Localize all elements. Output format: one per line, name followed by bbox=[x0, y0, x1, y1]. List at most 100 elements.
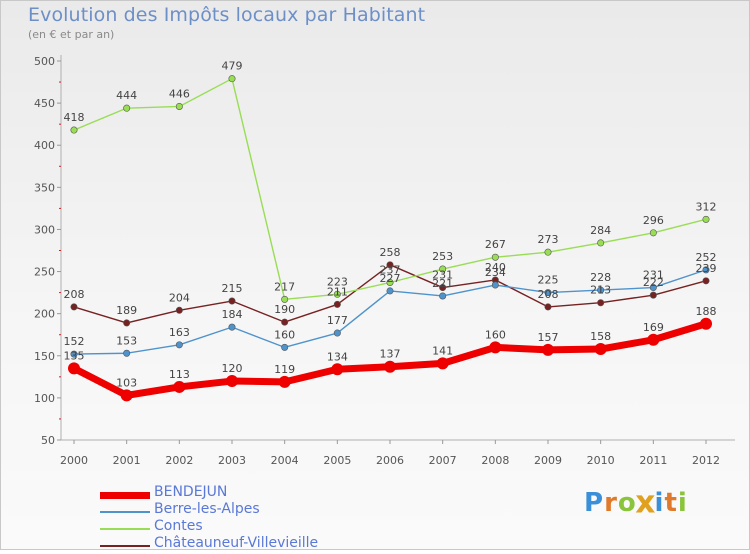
data-label: 296 bbox=[643, 214, 664, 227]
y-tick-label: 300 bbox=[34, 223, 55, 236]
data-point bbox=[597, 286, 605, 294]
x-tick-label: 2011 bbox=[639, 454, 667, 467]
logo-letter: P bbox=[584, 488, 605, 518]
data-label: 444 bbox=[116, 89, 137, 102]
x-tick-label: 2012 bbox=[692, 454, 720, 467]
data-label: 119 bbox=[274, 363, 295, 376]
data-label: 273 bbox=[538, 233, 559, 246]
logo-letter: x bbox=[634, 485, 657, 521]
data-label: 137 bbox=[380, 348, 401, 361]
data-point bbox=[175, 306, 183, 314]
legend-swatch bbox=[100, 491, 150, 499]
data-label: 231 bbox=[432, 269, 453, 282]
logo-letter: o bbox=[617, 488, 637, 518]
data-point bbox=[386, 287, 394, 295]
data-point bbox=[702, 266, 710, 274]
data-label: 225 bbox=[538, 274, 559, 287]
x-tick-label: 2006 bbox=[376, 454, 404, 467]
data-label: 267 bbox=[485, 238, 506, 251]
data-label: 208 bbox=[538, 288, 559, 301]
data-point bbox=[226, 375, 238, 388]
y-tick-label: 150 bbox=[34, 350, 55, 363]
data-point bbox=[439, 284, 447, 292]
data-label: 252 bbox=[696, 251, 717, 264]
data-point bbox=[175, 341, 183, 349]
data-label: 160 bbox=[485, 328, 506, 341]
legend-label: BENDEJUN bbox=[154, 484, 228, 500]
data-point bbox=[649, 291, 657, 299]
data-label: 103 bbox=[116, 376, 137, 389]
data-point bbox=[386, 261, 394, 269]
proxiti-logo: Proxiti bbox=[584, 485, 688, 521]
data-point bbox=[331, 363, 344, 376]
x-tick-label: 2003 bbox=[218, 454, 246, 467]
y-tick-label: 50 bbox=[41, 434, 55, 447]
data-point bbox=[439, 265, 447, 273]
data-point bbox=[228, 297, 236, 305]
data-label: 188 bbox=[696, 305, 717, 318]
data-label: 312 bbox=[696, 200, 717, 213]
data-point bbox=[281, 295, 289, 303]
data-label: 237 bbox=[380, 264, 401, 277]
data-label: 213 bbox=[590, 284, 611, 297]
data-point bbox=[120, 389, 133, 402]
logo-letter: i bbox=[654, 488, 665, 518]
x-tick-label: 2001 bbox=[113, 454, 141, 467]
data-label: 228 bbox=[590, 271, 611, 284]
y-tick-label: 350 bbox=[34, 181, 55, 194]
data-label: 160 bbox=[274, 328, 295, 341]
data-point bbox=[597, 299, 605, 307]
data-label: 135 bbox=[64, 349, 85, 362]
data-label: 258 bbox=[380, 246, 401, 259]
data-point bbox=[333, 329, 341, 337]
y-tick-label: 200 bbox=[34, 308, 55, 321]
data-point bbox=[175, 102, 183, 110]
data-label: 184 bbox=[222, 308, 243, 321]
data-point bbox=[333, 290, 341, 298]
data-label: 153 bbox=[116, 334, 137, 347]
data-point bbox=[228, 75, 236, 83]
data-label: 446 bbox=[169, 87, 190, 100]
data-label: 120 bbox=[222, 362, 243, 375]
chart-title: Evolution des Impôts locaux par Habitant bbox=[28, 4, 426, 26]
data-point bbox=[542, 343, 554, 356]
data-point bbox=[123, 349, 131, 357]
data-label: 418 bbox=[64, 111, 85, 124]
data-point bbox=[544, 303, 552, 311]
data-point bbox=[702, 215, 710, 223]
data-label: 169 bbox=[643, 321, 664, 334]
data-label: 479 bbox=[222, 60, 243, 73]
data-point bbox=[439, 292, 447, 300]
data-point bbox=[384, 360, 396, 373]
x-tick-label: 2007 bbox=[429, 454, 457, 467]
data-point bbox=[228, 323, 236, 331]
data-point bbox=[173, 380, 186, 393]
logo-letter: t bbox=[664, 488, 678, 518]
data-label: 231 bbox=[643, 269, 664, 282]
x-tick-label: 2008 bbox=[481, 454, 509, 467]
data-label: 152 bbox=[64, 335, 85, 348]
data-label: 177 bbox=[327, 314, 348, 327]
x-tick-label: 2000 bbox=[60, 454, 88, 467]
legend-swatch bbox=[100, 511, 150, 513]
data-point bbox=[700, 317, 712, 330]
x-tick-label: 2009 bbox=[534, 454, 562, 467]
data-point bbox=[702, 277, 710, 285]
data-label: 134 bbox=[327, 350, 348, 363]
data-point bbox=[649, 229, 657, 237]
chart-subtitle: (en € et par an) bbox=[28, 28, 115, 41]
x-tick-label: 2002 bbox=[165, 454, 193, 467]
data-label: 163 bbox=[169, 326, 190, 339]
data-point bbox=[386, 279, 394, 287]
data-point bbox=[597, 239, 605, 247]
data-label: 113 bbox=[169, 368, 190, 381]
data-point bbox=[491, 253, 499, 261]
y-tick-label: 500 bbox=[34, 55, 55, 68]
data-point bbox=[281, 318, 289, 326]
x-tick-label: 2004 bbox=[271, 454, 299, 467]
data-point bbox=[544, 248, 552, 256]
data-point bbox=[278, 375, 291, 388]
data-label: 141 bbox=[432, 344, 453, 357]
data-label: 221 bbox=[432, 277, 453, 290]
